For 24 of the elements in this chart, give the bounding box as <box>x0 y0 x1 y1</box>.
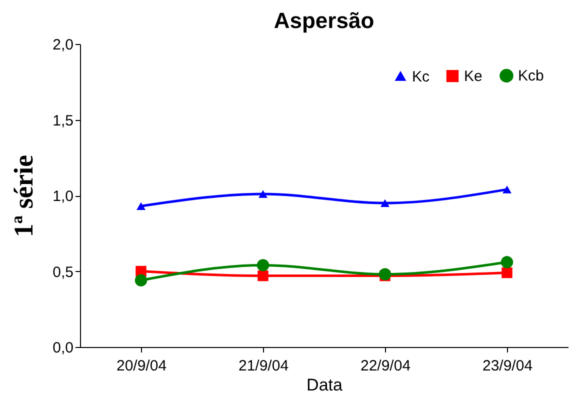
x-tick-label: 20/9/04 <box>116 358 167 374</box>
point <box>134 274 148 286</box>
point <box>258 190 268 198</box>
y-axis-title: 1ª série <box>8 154 39 238</box>
x-tick-label: 22/9/04 <box>360 358 411 374</box>
legend-label: Ke <box>464 68 482 86</box>
x-tick-label: 21/9/04 <box>238 358 289 374</box>
point <box>136 202 146 210</box>
y-tick-label: 0,5 <box>52 264 74 281</box>
x-axis-title: Data <box>306 376 343 394</box>
legend-label: Kcb <box>518 68 544 85</box>
point <box>500 256 514 268</box>
point <box>258 270 268 282</box>
point <box>502 267 512 278</box>
chart-title: Aspersão <box>274 8 374 33</box>
legend-label: Kc <box>412 68 430 86</box>
point <box>502 186 512 194</box>
y-tick-label: 0,0 <box>52 340 74 356</box>
y-tick-label: 1,5 <box>52 112 74 130</box>
y-tick-label: 2,0 <box>52 36 74 54</box>
y-tick-label: 1,0 <box>52 188 74 205</box>
point <box>256 259 270 272</box>
point <box>380 199 390 207</box>
x-tick-label: 23/9/04 <box>482 358 533 374</box>
